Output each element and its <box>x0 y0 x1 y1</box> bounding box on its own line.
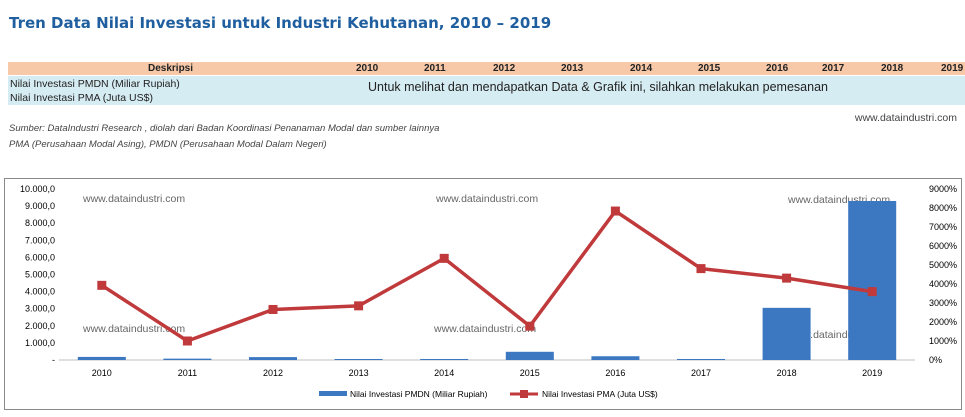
header-year: 2016 <box>766 63 789 74</box>
x-tick-label: 2012 <box>263 368 283 378</box>
header-year: 2010 <box>356 63 379 74</box>
left-tick-label: 6.000,0 <box>25 252 55 262</box>
marker-pma <box>610 206 620 216</box>
bar-pmdn <box>77 356 126 360</box>
bar-pmdn <box>591 356 640 360</box>
bar-pmdn <box>334 358 383 360</box>
header-year: 2012 <box>493 63 516 74</box>
table-body: Nilai Investasi PMDN (Miliar Rupiah) Nil… <box>8 76 965 105</box>
x-tick-label: 2010 <box>92 368 112 378</box>
x-tick-label: 2017 <box>691 368 711 378</box>
investment-chart: 10.000,0 9.000,0 8.000,0 7.000,0 6.000,0 5.00… <box>20 184 957 399</box>
header-deskripsi: Deskripsi <box>148 63 194 74</box>
source-line-1: Sumber: DataIndustri Research , diolah d… <box>9 123 440 134</box>
legend-label-pmdn: Nilai Investasi PMDN (Miliar Rupiah) <box>350 389 488 399</box>
bar-pmdn <box>848 200 897 360</box>
table-row-pma: Nilai Investasi PMA (Juta US$) <box>10 92 153 104</box>
left-tick-label: 4.000,0 <box>25 287 55 297</box>
source-line-2: PMA (Perusahaan Modal Asing), PMDN (Peru… <box>9 139 327 150</box>
left-tick-label: 8.000,0 <box>25 218 55 228</box>
bar-pmdn <box>677 358 725 360</box>
marker-pma <box>97 280 107 290</box>
chart-area: 10.000,0 9.000,0 8.000,0 7.000,0 6.000,0 5.00… <box>4 178 962 410</box>
right-tick-label: 0% <box>929 355 942 365</box>
page-title: Tren Data Nilai Investasi untuk Industri… <box>9 14 552 32</box>
marker-pma <box>439 253 449 263</box>
legend-swatch-pmdn <box>319 391 347 396</box>
marker-pma <box>525 321 535 331</box>
bar-pmdn <box>762 307 811 360</box>
right-tick-label: 5000% <box>929 260 957 270</box>
right-tick-label: 2000% <box>929 317 957 327</box>
marker-pma <box>182 336 192 346</box>
right-tick-label: 9000% <box>929 184 957 194</box>
marker-pma <box>782 273 792 283</box>
right-tick-label: 4000% <box>929 279 957 289</box>
left-tick-label: 9.000,0 <box>25 201 55 211</box>
source-note: Sumber: DataIndustri Research , diolah d… <box>9 121 439 153</box>
legend-marker-pma <box>520 390 528 398</box>
header-year: 2017 <box>822 63 845 74</box>
x-tick-label: 2016 <box>605 368 625 378</box>
x-tick-label: 2018 <box>777 368 797 378</box>
watermark-text: www.dataindustri.com <box>433 323 536 335</box>
bar-pmdn <box>420 358 469 360</box>
right-tick-label: 3000% <box>929 298 957 308</box>
left-tick-label: 2.000,0 <box>25 321 55 331</box>
header-year: 2019 <box>941 63 964 74</box>
right-tick-label: 1000% <box>929 336 957 346</box>
left-tick-label: 10.000,0 <box>20 184 55 194</box>
table-header: Deskripsi 2010 2011 2012 2013 2014 2015 … <box>8 62 965 75</box>
bar-pmdn <box>505 351 554 360</box>
right-tick-label: 7000% <box>929 222 957 232</box>
header-year: 2018 <box>881 63 904 74</box>
legend-label-pma: Nilai Investasi PMA (Juta US$) <box>542 389 658 399</box>
header-year: 2015 <box>698 63 721 74</box>
watermark-text: www.dataindustri.com <box>82 193 185 205</box>
header-year: 2011 <box>424 63 446 74</box>
marker-pma <box>268 304 278 314</box>
website-label: www.dataindustri.com <box>854 112 957 124</box>
left-tick-label: - <box>52 355 55 365</box>
marker-pma <box>867 287 877 297</box>
left-tick-label: 7.000,0 <box>25 235 55 245</box>
marker-pma <box>696 264 706 274</box>
header-year: 2014 <box>630 63 653 74</box>
x-tick-label: 2015 <box>520 368 540 378</box>
x-tick-label: 2019 <box>862 368 882 378</box>
line-pma <box>100 209 873 343</box>
left-tick-label: 3.000,0 <box>25 304 55 314</box>
marker-pma <box>354 301 364 311</box>
x-tick-label: 2011 <box>178 368 197 378</box>
left-tick-label: 1.000,0 <box>25 338 55 348</box>
watermark-text: www.dataindustri.com <box>435 193 538 205</box>
header-year: 2013 <box>561 63 584 74</box>
bar-pmdn <box>249 357 297 360</box>
left-tick-label: 5.000,0 <box>25 270 55 280</box>
bar-pmdn <box>163 358 212 360</box>
x-tick-label: 2013 <box>349 368 369 378</box>
table-row-pmdn: Nilai Investasi PMDN (Miliar Rupiah) <box>10 78 180 90</box>
order-notice: Untuk melihat dan mendapatkan Data & Gra… <box>368 80 828 94</box>
x-tick-label: 2014 <box>434 368 454 378</box>
watermark-text: www.dataindustri.com <box>82 323 185 335</box>
right-tick-label: 8000% <box>929 203 957 213</box>
right-tick-label: 6000% <box>929 241 957 251</box>
